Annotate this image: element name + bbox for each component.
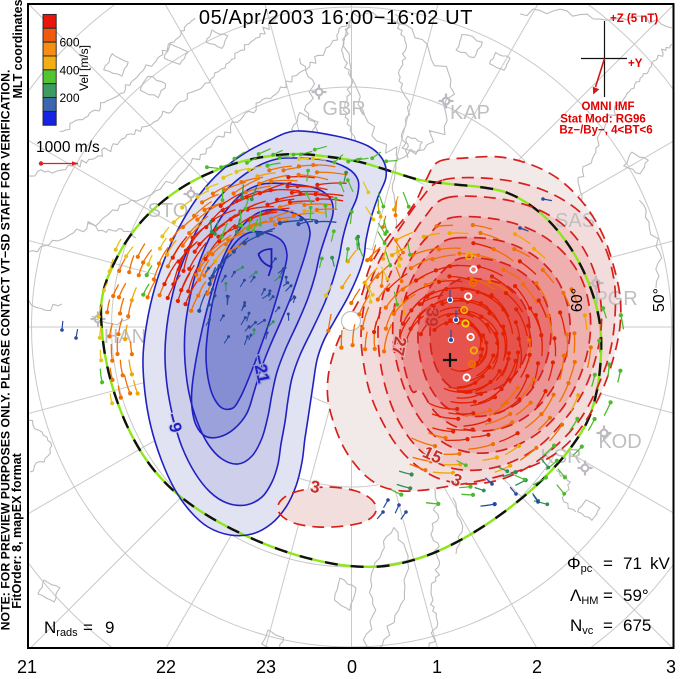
svg-text:1000 m/s: 1000 m/s [36,139,100,156]
svg-text:Vel [m/s]: Vel [m/s] [77,45,91,91]
svg-text:23: 23 [256,657,276,674]
svg-text:KOD: KOD [598,431,641,453]
svg-text:50°: 50° [651,288,668,312]
svg-text:MLT coordinates: MLT coordinates [11,0,25,99]
svg-text:FitOrder: 8, mapEX format: FitOrder: 8, mapEX format [10,452,24,608]
svg-text:KAP: KAP [450,102,490,124]
svg-text:60°: 60° [569,288,586,312]
svg-text:3: 3 [666,657,676,674]
svg-text:+Y: +Y [628,58,643,70]
svg-text:Nvc=675: Nvc = 675 [570,616,651,637]
svg-text:PGR: PGR [594,288,637,310]
svg-text:22: 22 [156,657,176,674]
svg-text:27: 27 [388,335,410,357]
svg-text:STO: STO [148,200,189,222]
svg-text:GBR: GBR [322,98,365,120]
svg-text:KSR: KSR [540,446,581,468]
svg-text:05/Apr/2003 16:00−16:02 UT: 05/Apr/2003 16:00−16:02 UT [199,7,473,29]
svg-text:3: 3 [309,477,322,497]
svg-text:NOTE: FOR PREVIEW PURPOSES ONL: NOTE: FOR PREVIEW PURPOSES ONLY. PLEASE … [0,70,13,631]
svg-text:Bz−/By−, 4<BT<6: Bz−/By−, 4<BT<6 [559,125,652,137]
svg-text:1: 1 [432,657,442,674]
svg-text:21: 21 [17,657,37,674]
svg-text:2: 2 [532,657,542,674]
svg-text:0: 0 [347,657,357,674]
svg-text:Stat Mod: RG96: Stat Mod: RG96 [560,114,646,126]
svg-text:+Z (5 nT): +Z (5 nT) [610,13,658,25]
svg-text:200: 200 [60,91,80,105]
svg-text:400: 400 [60,63,80,77]
svg-text:OMNI IMF: OMNI IMF [581,101,634,113]
svg-text:600: 600 [60,36,80,50]
svg-text:39: 39 [422,307,443,328]
